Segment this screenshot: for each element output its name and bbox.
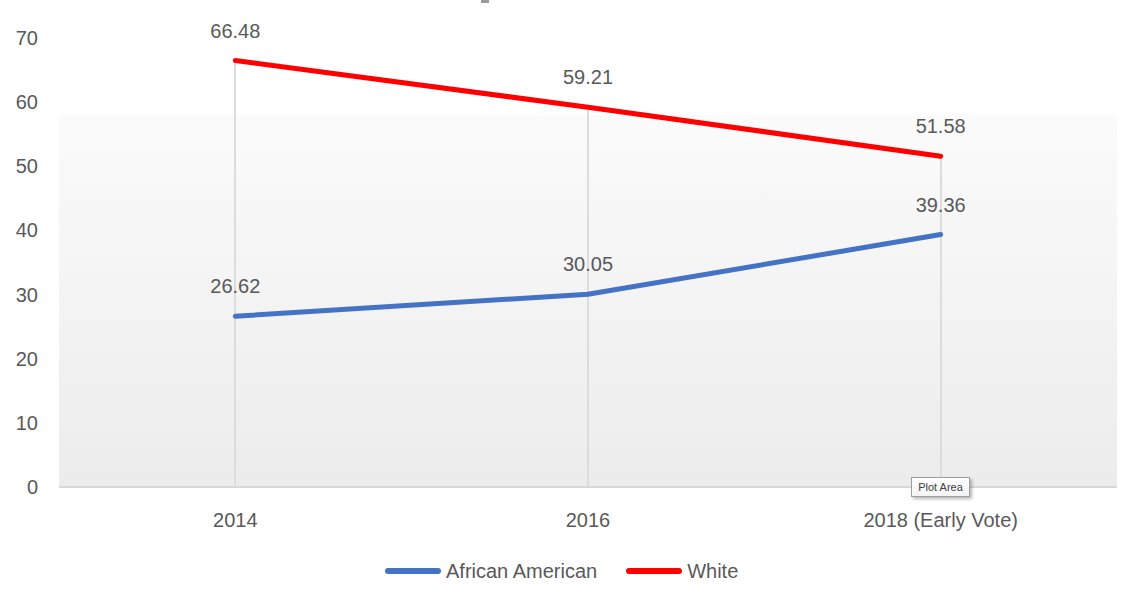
y-axis-tick-label-0[interactable]: 0	[0, 475, 38, 499]
y-axis-tick-label-60[interactable]: 60	[0, 90, 38, 114]
data-label-african-american-2016[interactable]: 30.05	[528, 252, 648, 276]
legend-label-white: White	[687, 558, 738, 584]
data-label-african-american-2014[interactable]: 26.62	[175, 274, 295, 298]
y-axis-tick-label-70[interactable]: 70	[0, 26, 38, 50]
y-axis-tick-label-30[interactable]: 30	[0, 283, 38, 307]
data-label-white-2018-early-vote[interactable]: 51.58	[881, 114, 1001, 138]
legend-swatch-african-american	[385, 568, 441, 574]
y-axis-tick-label-10[interactable]: 10	[0, 411, 38, 435]
x-axis-category-label-2016[interactable]: 2016	[438, 508, 738, 532]
y-axis-tick-label-20[interactable]: 20	[0, 347, 38, 371]
data-label-african-american-2018-early-vote[interactable]: 39.36	[881, 193, 1001, 217]
x-axis-category-label-2018-early-vote[interactable]: 2018 (Early Vote)	[791, 508, 1091, 532]
legend-item-african-american[interactable]: African American	[385, 558, 597, 584]
y-axis-tick-label-40[interactable]: 40	[0, 218, 38, 242]
y-axis-tick-label-50[interactable]: 50	[0, 154, 38, 178]
legend-item-white[interactable]: White	[626, 558, 738, 584]
chart-legend[interactable]: African American White	[385, 558, 738, 584]
legend-label-african-american: African American	[446, 558, 597, 584]
data-label-white-2016[interactable]: 59.21	[528, 65, 648, 89]
data-label-white-2014[interactable]: 66.48	[175, 19, 295, 43]
legend-swatch-white	[626, 568, 682, 574]
plot-area-tooltip: Plot Area	[911, 477, 970, 497]
line-chart: 0 10 20 30 40 50 60 70 2014 2016 2018 (Early Vote)…	[0, 0, 1128, 604]
x-axis-category-label-2014[interactable]: 2014	[85, 508, 385, 532]
